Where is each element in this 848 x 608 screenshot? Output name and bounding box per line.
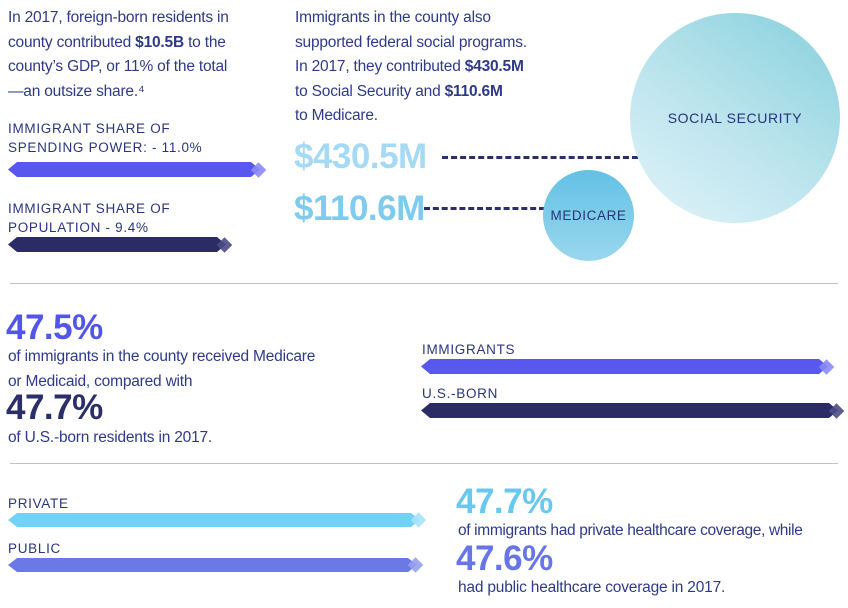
- social-security-bubble: SOCIAL SECURITY: [630, 13, 840, 223]
- medicare-amount: $110.6M: [294, 189, 425, 228]
- public-coverage-percentage: 47.6%: [456, 539, 553, 578]
- immigrants-bar-label: IMMIGRANTS: [422, 342, 516, 357]
- section-divider-1: [10, 283, 838, 284]
- medicaid-description: of immigrants in the county received Med…: [8, 348, 316, 390]
- immigrants-bar-fill: [421, 359, 828, 374]
- private-bar: [8, 512, 427, 528]
- medicare-dash-line: [424, 207, 545, 210]
- federal-programs-paragraph: Immigrants in the county also supported f…: [295, 9, 527, 124]
- social-security-amount: $430.5M: [294, 137, 427, 176]
- usborn-bar-fill: [421, 403, 838, 418]
- public-bar-label: PUBLIC: [8, 541, 61, 556]
- spending-power-bar-fill: [8, 162, 260, 177]
- gdp-paragraph: In 2017, foreign-born residents in county…: [8, 9, 229, 100]
- private-coverage-description: of immigrants had private healthcare cov…: [458, 522, 803, 539]
- spending-power-bar: [8, 161, 267, 178]
- medicare-bubble-label: MEDICARE: [550, 208, 627, 223]
- medicare-bubble: MEDICARE: [543, 170, 634, 261]
- public-bar: [8, 557, 424, 573]
- bar-tip-diamond: [410, 512, 427, 528]
- usborn-medicaid-percentage: 47.7%: [6, 388, 103, 427]
- usborn-bar: [421, 402, 845, 419]
- usborn-description: of U.S.-born residents in 2017.: [8, 429, 213, 446]
- social-security-dash-line: [442, 156, 638, 159]
- public-coverage-description: had public healthcare coverage in 2017.: [458, 579, 726, 596]
- spending-power-label: IMMIGRANT SHARE OF SPENDING POWER: - 11.0…: [8, 121, 203, 155]
- private-coverage-percentage: 47.7%: [456, 482, 553, 521]
- social-security-bubble-label: SOCIAL SECURITY: [667, 110, 803, 126]
- public-bar-fill: [8, 558, 417, 572]
- immigrants-medicaid-percentage: 47.5%: [6, 308, 103, 347]
- private-bar-fill: [8, 513, 420, 527]
- bar-tip-diamond: [407, 557, 424, 573]
- population-bar-fill: [8, 237, 226, 252]
- immigrants-bar: [421, 358, 835, 375]
- usborn-bar-label: U.S.-BORN: [422, 386, 499, 401]
- section-divider-2: [10, 463, 838, 464]
- population-bar: [8, 236, 233, 253]
- population-label: IMMIGRANT SHARE OF POPULATION - 9.4%: [8, 201, 171, 235]
- private-bar-label: PRIVATE: [8, 496, 69, 511]
